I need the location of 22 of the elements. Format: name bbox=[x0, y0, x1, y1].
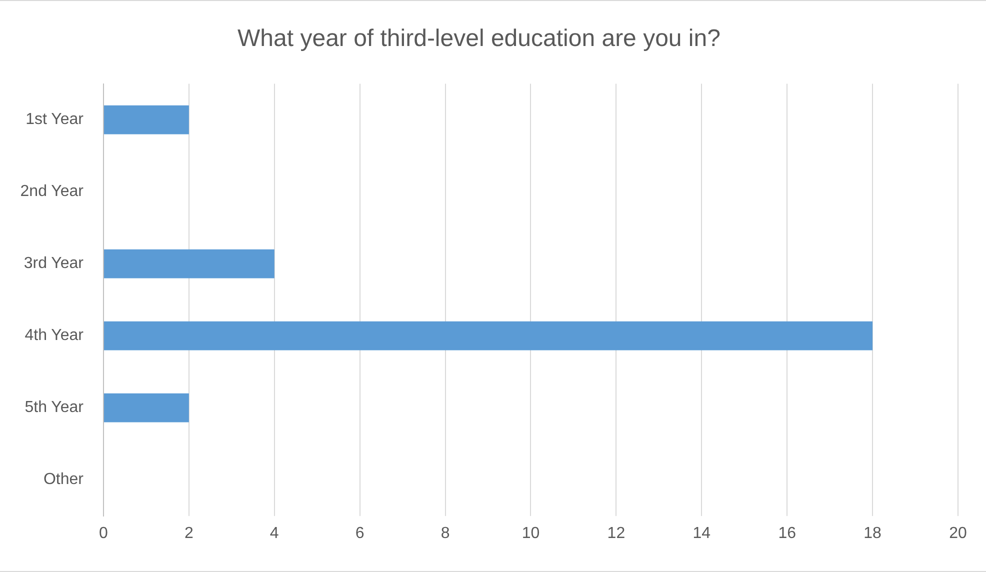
x-tick-label: 6 bbox=[355, 524, 364, 542]
x-tick-label: 20 bbox=[949, 524, 967, 542]
chart-title: What year of third-level education are you in? bbox=[238, 25, 720, 52]
y-tick-label: 5th Year bbox=[24, 399, 84, 416]
x-tick-label: 0 bbox=[99, 524, 108, 542]
x-tick-label: 14 bbox=[692, 524, 711, 542]
x-tick-label: 8 bbox=[440, 524, 450, 542]
bar bbox=[104, 321, 873, 350]
y-tick-label: 3rd Year bbox=[24, 255, 84, 272]
x-tick-label: 18 bbox=[864, 524, 882, 542]
x-tick-label: 12 bbox=[607, 524, 626, 542]
bar bbox=[104, 249, 274, 278]
y-tick-label: Other bbox=[43, 471, 84, 488]
x-tick-label: 16 bbox=[778, 524, 796, 542]
y-tick-label: 2nd Year bbox=[20, 183, 84, 200]
bar bbox=[104, 393, 189, 422]
bar bbox=[104, 105, 189, 134]
x-tick-label: 4 bbox=[270, 524, 279, 542]
x-tick-label: 10 bbox=[522, 524, 540, 542]
y-tick-label: 4th Year bbox=[24, 327, 84, 344]
y-tick-label: 1st Year bbox=[26, 111, 84, 128]
x-tick-label: 2 bbox=[184, 524, 194, 542]
